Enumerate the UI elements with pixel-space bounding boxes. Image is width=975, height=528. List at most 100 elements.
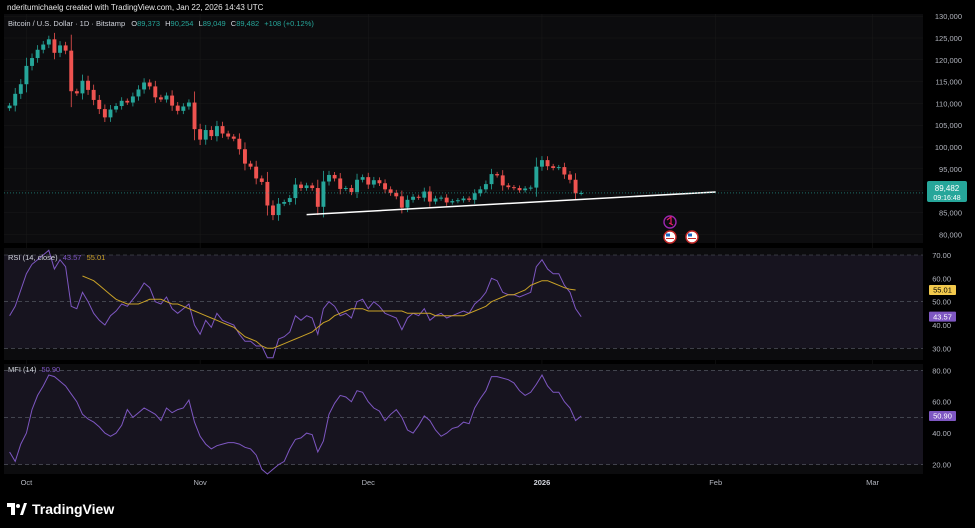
candle <box>551 163 556 171</box>
candle <box>186 99 191 110</box>
candle <box>125 98 130 105</box>
candle <box>220 121 225 138</box>
candle-body <box>349 188 354 192</box>
candle <box>142 78 147 94</box>
candle <box>338 173 343 195</box>
rsi-title: RSI (14, close) <box>8 253 58 262</box>
mfi-pane[interactable]: 20.00 40.00 60.00 80.00 50.90 MFI (14) 50.9… <box>4 364 956 475</box>
candle <box>371 176 376 188</box>
candle-body <box>242 149 247 164</box>
us-flag-icon[interactable] <box>663 230 677 244</box>
candle <box>478 186 483 197</box>
candle-body <box>427 191 432 202</box>
candle-body <box>528 187 533 189</box>
rsi-ma-tag: 55.01 <box>929 284 956 295</box>
candle <box>562 162 567 179</box>
candle <box>175 102 180 115</box>
candle-body <box>175 105 180 111</box>
rsi-pane[interactable]: 30.00 40.00 50.00 60.00 70.00 55.01 43.57 RS… <box>4 248 956 360</box>
candle <box>556 164 561 171</box>
candle <box>192 91 197 141</box>
candle <box>69 34 74 108</box>
candle <box>203 124 208 145</box>
time-tick-label: Feb <box>709 478 722 487</box>
candle <box>58 41 62 58</box>
candle <box>226 130 231 140</box>
candle <box>310 182 315 191</box>
price-tick-label: 125,000 <box>935 34 962 43</box>
rsi-legend[interactable]: RSI (14, close) 43.57 55.01 <box>8 253 105 262</box>
rsi-value-tag: 43.57 <box>929 311 956 322</box>
symbol-legend[interactable]: Bitcoin / U.S. Dollar · 1D · Bitstamp O8… <box>8 19 314 28</box>
candle-body <box>539 160 544 167</box>
event-markers[interactable] <box>663 215 699 244</box>
candle-body <box>226 133 231 137</box>
candle-body <box>422 191 427 198</box>
rsi-ma-line[interactable] <box>82 275 576 349</box>
time-axis[interactable]: Oct Nov Dec 2026 Feb Mar <box>21 478 880 487</box>
candle <box>164 92 169 103</box>
mfi-line[interactable] <box>9 373 582 475</box>
us-flag-icon[interactable] <box>685 230 699 244</box>
price-tick-label: 110,000 <box>935 99 962 108</box>
candle <box>130 92 135 107</box>
candle-body <box>170 95 175 106</box>
candle-body <box>293 184 298 199</box>
candle-body <box>506 185 511 188</box>
tradingview-logo-icon <box>7 503 27 515</box>
mfi-guide-lines <box>4 369 923 465</box>
oscillator-tick-label: 50.00 <box>932 298 951 307</box>
candle-body <box>102 109 107 118</box>
candle <box>13 87 18 112</box>
ohlc-high: 90,254 <box>171 19 194 28</box>
candle-body <box>433 198 438 202</box>
rsi-legend-value: 43.57 <box>63 253 82 262</box>
chart-canvas[interactable]: 80,00085,00090,00095,000100,000105,00011… <box>0 14 975 498</box>
earnings-flag-icon[interactable] <box>663 215 677 229</box>
candle-body <box>467 198 472 200</box>
candle <box>455 198 460 204</box>
candle-body <box>248 163 253 167</box>
candle-body <box>181 106 186 111</box>
candle <box>411 193 416 203</box>
trendline[interactable] <box>306 191 716 216</box>
candle-body <box>198 129 203 140</box>
candle-body <box>444 197 449 203</box>
candle-body <box>41 44 46 50</box>
mfi-legend[interactable]: MFI (14) 50.90 <box>8 365 60 374</box>
candlestick-series[interactable] <box>7 32 584 221</box>
candle-body <box>46 39 51 45</box>
candle <box>360 174 365 183</box>
candle-body <box>495 174 500 176</box>
candle-body <box>556 167 561 169</box>
candle-body <box>416 196 421 198</box>
candle-body <box>265 181 270 206</box>
candle <box>147 79 152 90</box>
candle <box>7 102 12 111</box>
candle <box>545 156 550 171</box>
ohlc-l-label: L <box>199 19 203 28</box>
ohlc-open: 89,373 <box>137 19 160 28</box>
time-tick-label: Nov <box>193 478 207 487</box>
candle-body <box>74 91 79 94</box>
candle-body <box>259 178 264 182</box>
chart-credit: nderitumichaelg created with TradingView… <box>7 3 264 12</box>
candle-body <box>551 166 556 168</box>
candle <box>209 126 214 141</box>
candle-body <box>299 184 303 189</box>
candle <box>568 170 572 184</box>
candle <box>483 180 488 193</box>
candle <box>394 189 399 200</box>
candle <box>287 194 292 206</box>
candle-body <box>147 82 152 87</box>
tradingview-logo[interactable]: TradingView <box>7 501 114 517</box>
price-tick-label: 100,000 <box>935 143 962 152</box>
symbol-title[interactable]: Bitcoin / U.S. Dollar · 1D · Bitstamp O8… <box>8 19 314 28</box>
rsi-line[interactable] <box>9 249 582 359</box>
rsi-band <box>4 255 923 349</box>
rsi-axis: 30.00 40.00 50.00 60.00 70.00 <box>932 251 951 353</box>
candle <box>181 103 186 115</box>
candle-body <box>562 167 567 175</box>
candle <box>315 179 320 216</box>
ohlc-close: 89,482 <box>236 19 259 28</box>
